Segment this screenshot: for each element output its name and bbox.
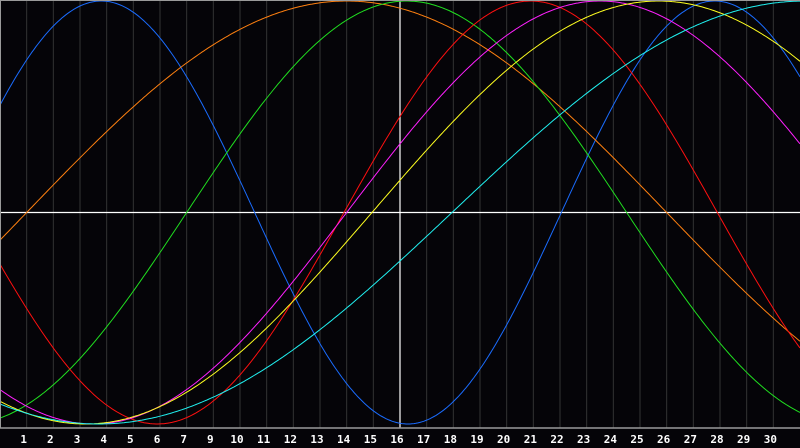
- series-line-1: [0, 0, 800, 425]
- x-tick-label: 26: [657, 433, 671, 446]
- series-line-7: [0, 0, 800, 425]
- series-line-4: [0, 0, 800, 425]
- x-tick-label: 16: [390, 433, 404, 446]
- x-tick-label: 10: [230, 433, 243, 446]
- x-tick-label: 2: [47, 433, 54, 446]
- x-tick-label: 7: [180, 433, 187, 446]
- x-tick-label: 15: [364, 433, 377, 446]
- plot-frame: [0, 0, 800, 429]
- x-tick-label: 19: [470, 433, 483, 446]
- x-tick-label: 27: [684, 433, 697, 446]
- series-line-3: [0, 0, 800, 419]
- x-tick-label: 5: [127, 433, 134, 446]
- x-tick-label: 29: [737, 433, 750, 446]
- x-tick-label: 25: [630, 433, 643, 446]
- x-tick-label: 13: [310, 433, 323, 446]
- x-tick-label: 23: [577, 433, 590, 446]
- series-line-5: [0, 0, 800, 425]
- x-tick-label: 4: [100, 433, 107, 446]
- x-tick-labels: 1 2 3 4 5 6 7 9 10 11 12 13 14 15 16 17 18 19 20 21 22 23 24 25…: [20, 433, 777, 446]
- x-tick-label: 24: [604, 433, 618, 446]
- x-tick-label: 6: [154, 433, 161, 446]
- x-tick-label: 18: [444, 433, 457, 446]
- x-tick-label: 17: [417, 433, 430, 446]
- x-tick-label: 22: [550, 433, 563, 446]
- x-tick-label: 1: [20, 433, 27, 446]
- x-tick-label: 3: [74, 433, 81, 446]
- series-line-6: [0, 0, 800, 425]
- x-tick-label: 20: [497, 433, 510, 446]
- x-tick-label: 28: [710, 433, 723, 446]
- x-tick-label: 14: [337, 433, 351, 446]
- series-lines: [0, 0, 800, 425]
- x-tick-label: 30: [764, 433, 777, 446]
- series-line-2: [0, 0, 800, 342]
- x-tick-label: 12: [284, 433, 297, 446]
- x-tick-label: 11: [257, 433, 271, 446]
- x-tick-label: 21: [524, 433, 538, 446]
- x-tick-label: 9: [207, 433, 214, 446]
